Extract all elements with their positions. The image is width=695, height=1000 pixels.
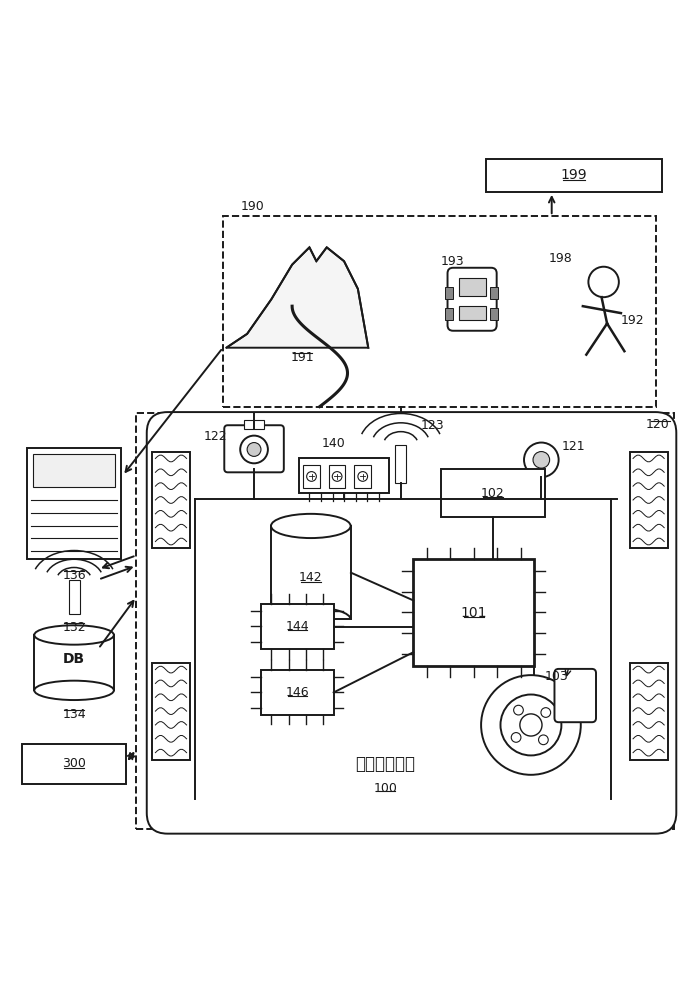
Bar — [299, 458, 389, 493]
Bar — [271, 526, 350, 619]
Text: 121: 121 — [562, 440, 586, 453]
Bar — [441, 469, 545, 517]
Bar — [354, 465, 371, 488]
Bar — [414, 559, 534, 666]
Bar — [395, 445, 407, 483]
Text: 144: 144 — [286, 620, 309, 633]
Text: 136: 136 — [63, 569, 86, 582]
Text: 134: 134 — [63, 708, 86, 721]
Text: DB: DB — [63, 652, 85, 666]
Text: 122: 122 — [204, 430, 228, 443]
Circle shape — [512, 733, 521, 742]
Text: 140: 140 — [321, 437, 345, 450]
Bar — [459, 278, 486, 296]
Bar — [490, 287, 498, 299]
Ellipse shape — [34, 625, 114, 645]
Text: 132: 132 — [63, 621, 86, 634]
Bar — [223, 216, 655, 407]
Text: 102: 102 — [481, 487, 505, 500]
Text: 103: 103 — [545, 670, 569, 683]
FancyBboxPatch shape — [448, 268, 497, 331]
Text: 101: 101 — [461, 606, 487, 620]
Circle shape — [539, 735, 548, 745]
Circle shape — [481, 675, 581, 775]
Text: 198: 198 — [548, 252, 572, 265]
FancyBboxPatch shape — [147, 412, 676, 834]
Circle shape — [247, 443, 261, 456]
Text: 100: 100 — [374, 782, 398, 795]
Bar — [630, 452, 668, 548]
Bar — [261, 670, 334, 715]
Circle shape — [524, 443, 559, 477]
Circle shape — [541, 708, 550, 717]
Polygon shape — [227, 247, 368, 348]
Bar — [152, 452, 190, 548]
Ellipse shape — [271, 514, 350, 538]
Circle shape — [533, 452, 550, 468]
Bar — [136, 413, 674, 829]
Circle shape — [520, 714, 542, 736]
Text: 123: 123 — [420, 419, 444, 432]
Bar — [459, 306, 486, 320]
Text: 199: 199 — [561, 168, 587, 182]
Bar — [33, 454, 115, 487]
Bar — [22, 744, 126, 784]
Text: 190: 190 — [240, 200, 264, 213]
Bar — [445, 308, 453, 320]
Bar — [244, 420, 264, 429]
Text: 146: 146 — [286, 686, 309, 699]
Text: 193: 193 — [441, 255, 464, 268]
Text: 192: 192 — [621, 314, 644, 327]
FancyBboxPatch shape — [224, 425, 284, 472]
Bar — [152, 663, 190, 760]
Bar — [69, 580, 80, 614]
Circle shape — [358, 472, 368, 481]
Circle shape — [332, 472, 342, 481]
Circle shape — [514, 705, 523, 715]
Circle shape — [306, 472, 316, 481]
Text: 120: 120 — [646, 418, 669, 431]
Text: 191: 191 — [291, 351, 314, 364]
Bar — [34, 635, 114, 690]
Bar — [303, 465, 320, 488]
Text: 142: 142 — [299, 571, 322, 584]
Bar — [329, 465, 345, 488]
Bar — [630, 663, 668, 760]
FancyBboxPatch shape — [555, 669, 596, 722]
Circle shape — [240, 436, 268, 463]
Circle shape — [589, 267, 619, 297]
Bar — [27, 448, 121, 559]
Text: 自主运载工具: 自主运载工具 — [356, 755, 416, 773]
Ellipse shape — [34, 681, 114, 700]
Bar — [445, 287, 453, 299]
Bar — [261, 604, 334, 649]
Circle shape — [500, 695, 562, 755]
Text: 300: 300 — [62, 757, 86, 770]
Bar — [490, 308, 498, 320]
Bar — [486, 159, 662, 192]
